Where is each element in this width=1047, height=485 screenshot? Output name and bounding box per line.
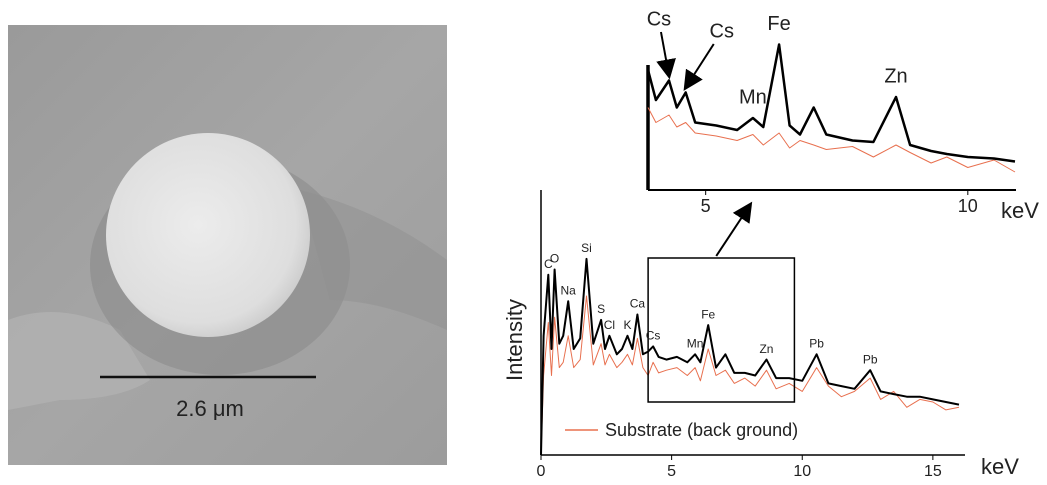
peak-label: Na <box>560 283 576 297</box>
peak-label: K <box>623 318 631 332</box>
x-axis-label: keV <box>981 454 1019 479</box>
peak-label: Cs <box>710 20 734 42</box>
peak-label: Pb <box>809 336 824 350</box>
x-tick-label: 5 <box>701 196 711 216</box>
peak-label: Mn <box>687 336 704 350</box>
zoom-arrow <box>715 201 753 257</box>
spectrum-line <box>647 107 1016 173</box>
zoom-box <box>647 257 796 403</box>
peak-label: C <box>544 257 553 271</box>
peak-label: Fe <box>767 13 790 35</box>
spectra: 0 5 10 15 keV Intensity Substrate (back ground… <box>502 8 1039 480</box>
x-tick-label: 15 <box>924 463 942 480</box>
peak-label: Zn <box>759 342 773 356</box>
spectrum-line <box>540 257 960 456</box>
legend-label: Substrate (back ground) <box>605 420 798 440</box>
peak-label: Cs <box>646 329 661 343</box>
x-tick-label: 10 <box>793 463 811 480</box>
spectrum-line <box>646 43 1016 163</box>
peak-label: Pb <box>863 352 878 366</box>
peak-label: Ca <box>630 297 646 311</box>
scale-bar-label: 2.6 μm <box>176 396 244 421</box>
y-axis-label: Intensity <box>502 299 527 381</box>
peak-label: Cl <box>604 318 615 332</box>
peak-arrow <box>656 31 676 80</box>
peak-label: Zn <box>884 65 907 87</box>
peak-label: O <box>550 252 559 266</box>
peak-label: S <box>597 302 605 316</box>
peak-arrow <box>683 43 715 91</box>
x-tick-label: 0 <box>537 463 546 480</box>
sem-image: 2.6 μm <box>8 25 447 465</box>
x-axis-label: keV <box>1001 198 1039 223</box>
peak-label: Mn <box>739 86 767 108</box>
peak-label: Cs <box>647 8 671 30</box>
x-tick-label: 5 <box>667 463 676 480</box>
x-tick-label: 10 <box>958 196 978 216</box>
peak-label: Si <box>581 241 592 255</box>
peak-label: Fe <box>701 307 715 321</box>
spectrum-line <box>540 295 960 456</box>
